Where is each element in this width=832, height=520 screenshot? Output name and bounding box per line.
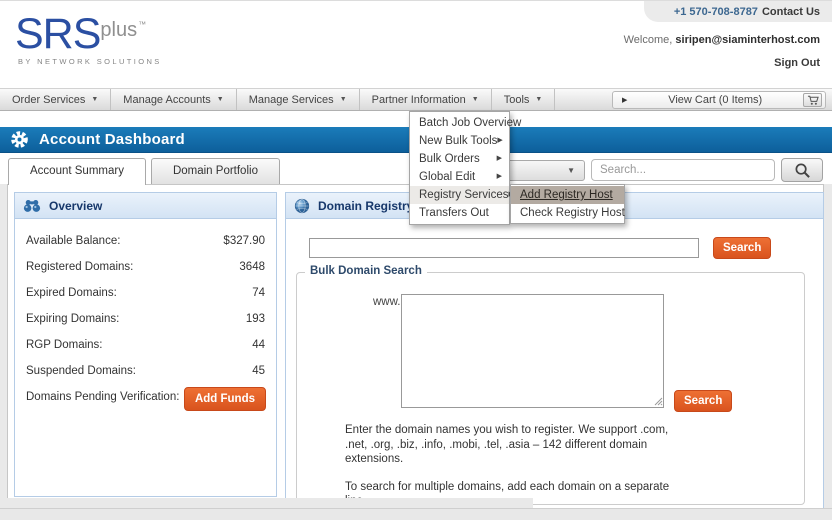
gear-icon [11, 131, 28, 148]
domain-registry-panel: Domain Registry Search Bulk Domain Searc… [285, 192, 824, 520]
sign-out-link[interactable]: Sign Out [774, 57, 820, 69]
domain-search-input[interactable] [309, 238, 699, 258]
submenu-item-add-registry-host[interactable]: Add Registry Host [511, 186, 624, 204]
menu-item-registry-services[interactable]: Registry Services ▶ [410, 186, 514, 204]
menu-manage-accounts[interactable]: Manage Accounts ▼ [111, 89, 237, 110]
menu-partner-information[interactable]: Partner Information ▼ [360, 89, 492, 110]
submenu-item-check-registry-host[interactable]: Check Registry Host [520, 207, 625, 219]
logo-tagline: BY NETWORK SOLUTIONS [18, 57, 162, 66]
stat-row: Available Balance: $327.90 [26, 235, 265, 247]
domain-search-button[interactable]: Search [713, 237, 772, 259]
tab-account-summary[interactable]: Account Summary [8, 158, 146, 185]
chevron-down-icon: ▼ [91, 96, 99, 103]
footer-strip [0, 508, 832, 520]
resize-grip-icon[interactable] [654, 397, 663, 406]
welcome-text: Welcome, siripen@siaminterhost.com [624, 34, 820, 46]
welcome-prefix: Welcome, [623, 34, 676, 46]
bottom-left-background [7, 498, 533, 508]
stat-row: Expiring Domains: 193 [26, 313, 265, 325]
bulk-domain-search-fieldset: Bulk Domain Search www. Search Enter the… [296, 265, 805, 507]
menu-item-global-edit[interactable]: Global Edit ▶ [410, 168, 509, 186]
search-icon [795, 163, 810, 178]
submenu-arrow-icon: ▶ [496, 155, 502, 162]
bulk-help-text: Enter the domain names you wish to regis… [345, 423, 677, 509]
search-input[interactable] [591, 159, 775, 181]
right-margin [824, 184, 832, 508]
chevron-down-icon: ▼ [216, 96, 224, 103]
main-menubar: Order Services ▼ Manage Accounts ▼ Manag… [0, 88, 832, 111]
submenu-arrow-icon: ▶ [496, 173, 502, 180]
menu-item-transfers-out[interactable]: Transfers Out [419, 207, 489, 219]
top-border [0, 0, 832, 1]
menu-item-new-bulk-tools[interactable]: New Bulk Tools ▶ [410, 132, 509, 150]
registry-services-submenu: Add Registry Host Check Registry Host [510, 184, 625, 224]
menu-item-batch-job-overview[interactable]: Batch Job Overview [419, 117, 522, 129]
globe-icon [294, 198, 310, 213]
stat-row: Registered Domains: 3648 [26, 261, 265, 273]
chevron-down-icon: ▼ [339, 96, 347, 103]
add-funds-button[interactable]: Add Funds [183, 387, 266, 411]
cart-icon-button[interactable] [803, 93, 822, 107]
tools-dropdown-menu: Batch Job Overview New Bulk Tools ▶ Bulk… [409, 111, 522, 225]
tab-bar: Account Summary Domain Portfolio [8, 158, 280, 185]
phone-number: +1 570-708-8787 [673, 5, 758, 18]
chevron-down-icon: ▼ [567, 166, 575, 175]
left-margin [0, 184, 7, 508]
view-cart-label: View Cart (0 Items) [668, 94, 763, 106]
chevron-down-icon: ▼ [471, 96, 479, 103]
stat-row: RGP Domains: 44 [26, 339, 265, 351]
bulk-fieldset-legend: Bulk Domain Search [305, 265, 427, 277]
binoculars-icon [23, 199, 41, 212]
stat-row: Suspended Domains: 45 [26, 365, 265, 377]
menu-item-bulk-orders[interactable]: Bulk Orders ▶ [410, 150, 509, 168]
search-submit-button[interactable] [781, 158, 823, 182]
view-cart-button[interactable]: ▶ View Cart (0 Items) [612, 91, 826, 109]
chevron-down-icon: ▼ [535, 96, 543, 103]
overview-stats-list: Available Balance: $327.90 Registered Dom… [15, 219, 276, 403]
srsplus-logo: SRS plus ™ BY NETWORK SOLUTIONS [15, 12, 162, 66]
logo-plus-text: plus [100, 19, 138, 41]
menu-tools[interactable]: Tools ▼ [492, 89, 556, 110]
search-category-select[interactable]: ▼ [505, 160, 585, 181]
stat-row: Expired Domains: 74 [26, 287, 265, 299]
menu-order-services[interactable]: Order Services ▼ [0, 89, 112, 110]
cart-icon [807, 95, 819, 105]
overview-panel: Overview Available Balance: $327.90 Regis… [14, 192, 277, 497]
contact-us-link[interactable]: Contact Us [761, 5, 820, 18]
overview-panel-header: Overview [15, 193, 276, 219]
tab-domain-portfolio[interactable]: Domain Portfolio [150, 158, 280, 184]
welcome-email: siripen@siaminterhost.com [675, 34, 820, 46]
contact-tab: +1 570-708-8787 Contact Us [644, 1, 832, 22]
menu-manage-services[interactable]: Manage Services ▼ [237, 89, 360, 110]
registry-panel-title: Domain Registry [318, 198, 414, 213]
bulk-search-button[interactable]: Search [674, 390, 733, 412]
www-prefix-label: www. [373, 296, 401, 308]
page-title: Account Dashboard [39, 131, 185, 148]
logo-srs-text: SRS [15, 10, 101, 58]
submenu-arrow-icon: ▶ [497, 137, 503, 144]
overview-panel-title: Overview [49, 198, 103, 213]
bulk-domains-textarea[interactable] [401, 294, 664, 408]
logo-trademark: ™ [138, 20, 147, 29]
bulk-help-paragraph-1: Enter the domain names you wish to regis… [345, 424, 669, 465]
expand-arrow-icon: ▶ [622, 97, 628, 104]
